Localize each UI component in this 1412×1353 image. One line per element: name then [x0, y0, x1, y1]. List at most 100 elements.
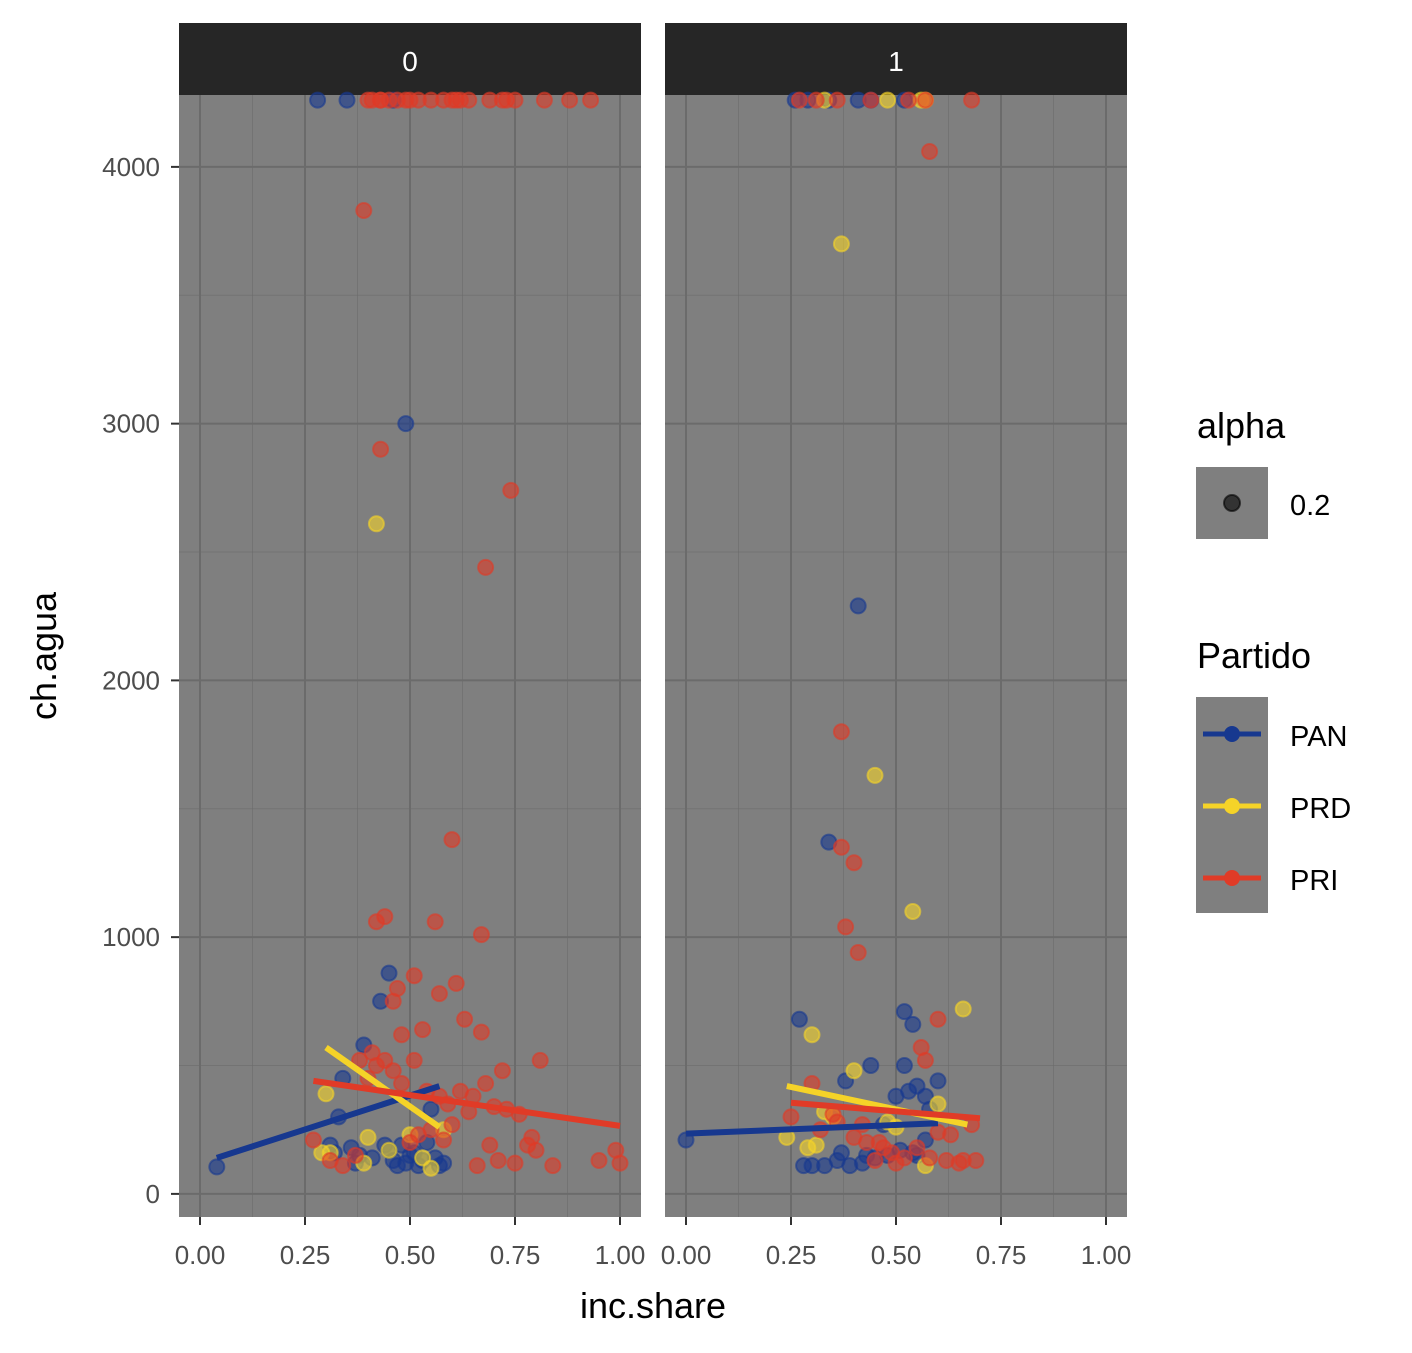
- facet-strip-1: [665, 23, 1127, 95]
- data-point-pri: [477, 1075, 495, 1092]
- facet-strip-label: 0: [402, 46, 418, 77]
- x-tick-label: 1.00: [595, 1240, 646, 1270]
- data-point-pri: [845, 854, 863, 872]
- y-tick-label: 1000: [102, 922, 160, 952]
- data-point-pri: [858, 1134, 876, 1151]
- x-tick-label: 0.00: [661, 1240, 712, 1270]
- x-tick-label: 0.50: [871, 1240, 922, 1270]
- data-point-pri: [519, 1136, 537, 1154]
- data-point-pri: [807, 91, 825, 109]
- data-point-pri: [384, 992, 402, 1010]
- data-point-pan: [380, 964, 398, 982]
- fit-line-pan: [685, 1120, 939, 1137]
- data-point-prd: [866, 766, 884, 784]
- data-point-pan: [208, 1158, 226, 1176]
- data-point-pri: [443, 1116, 461, 1134]
- y-tick-label: 0: [146, 1179, 160, 1209]
- data-point-pan: [895, 1003, 913, 1021]
- data-point-pan: [388, 1157, 406, 1175]
- y-axis-title: ch.agua: [23, 591, 64, 720]
- fit-line-pri: [790, 1099, 981, 1122]
- data-point-prd: [380, 1141, 398, 1159]
- data-point-pri: [900, 91, 918, 109]
- data-point-pri: [443, 831, 461, 849]
- data-point-pri: [355, 202, 373, 219]
- x-tick-label: 0.25: [766, 1240, 817, 1270]
- data-point-pri: [963, 91, 981, 109]
- data-point-pri: [921, 143, 939, 160]
- data-point-pri: [405, 967, 423, 985]
- data-point-pri: [334, 1157, 352, 1175]
- data-point-prd: [904, 903, 922, 920]
- y-tick-label: 3000: [102, 409, 160, 439]
- data-point-pri: [849, 944, 867, 961]
- data-point-pri: [607, 1141, 625, 1159]
- data-point-pri: [921, 1149, 939, 1167]
- data-point-pan: [895, 1057, 913, 1074]
- data-point-pan: [849, 597, 867, 615]
- data-point-pan: [309, 91, 327, 109]
- axes-layer: 0.00 0.25 0.50 0.75 1.00 0.00 0.25 0.50 0.75 1.00…: [102, 152, 1131, 1270]
- data-point-pri: [489, 1152, 507, 1169]
- data-point-pri: [372, 440, 390, 458]
- data-point-pri: [561, 91, 579, 109]
- data-point-pri: [832, 723, 850, 741]
- data-point-pri: [376, 908, 394, 926]
- data-point-pri: [472, 1023, 490, 1041]
- legend-alpha-label: 0.2: [1290, 490, 1330, 522]
- legend-pan-label: PAN: [1290, 721, 1347, 753]
- legend-alpha: alpha 0.2: [1196, 405, 1330, 539]
- data-point-pri: [790, 91, 808, 109]
- legend-partido: Partido PAN PRD PRI: [1196, 635, 1351, 913]
- data-point-pri: [832, 838, 850, 856]
- legend-item-pri: PRI: [1203, 865, 1338, 897]
- data-point-pri: [346, 1146, 364, 1164]
- data-point-pan: [790, 1010, 808, 1028]
- data-point-prd: [807, 1136, 825, 1154]
- data-point-prd: [803, 1026, 821, 1044]
- data-point-pri: [837, 918, 855, 936]
- data-point-prd: [929, 1095, 947, 1113]
- y-tick-label: 2000: [102, 665, 160, 695]
- legend-pri-point: [1224, 870, 1240, 886]
- data-point-prd: [954, 1000, 972, 1018]
- x-tick-label: 0.75: [976, 1240, 1027, 1270]
- data-point-pri: [502, 481, 520, 499]
- data-point-pri: [414, 1021, 432, 1039]
- data-point-pri: [929, 1010, 947, 1028]
- legend-pri-label: PRI: [1290, 865, 1338, 897]
- facet-panel-1: 1: [665, 23, 1127, 1217]
- legend-alpha-point: [1223, 494, 1241, 512]
- data-point-pan: [904, 1015, 922, 1033]
- x-tick-label: 0.50: [385, 1240, 436, 1270]
- facet-panel-0: 0: [179, 23, 641, 1217]
- fit-line-prd: [324, 1045, 442, 1130]
- data-point-pri: [447, 974, 465, 992]
- data-point-pan: [832, 1144, 850, 1162]
- legend-pan-point: [1224, 726, 1240, 742]
- data-point-prd: [832, 235, 850, 253]
- data-point-pri: [544, 1157, 562, 1175]
- data-point-prd: [359, 1128, 377, 1146]
- data-point-pri: [916, 91, 934, 109]
- data-point-pri: [862, 91, 880, 109]
- data-point-pri: [393, 1075, 411, 1092]
- data-point-pri: [472, 926, 490, 944]
- legend-item-pan: PAN: [1203, 721, 1347, 753]
- data-point-pri: [426, 913, 444, 931]
- data-point-pri: [535, 91, 553, 109]
- data-point-pri: [460, 91, 478, 109]
- legend-partido-title: Partido: [1197, 635, 1311, 676]
- data-point-pri: [393, 1026, 411, 1044]
- data-point-pri: [866, 1152, 884, 1169]
- legend-prd-label: PRD: [1290, 793, 1351, 825]
- fit-line-prd: [786, 1083, 969, 1128]
- data-point-pan: [422, 1100, 440, 1118]
- data-point-pri: [828, 91, 846, 109]
- data-point-pri: [304, 1131, 322, 1149]
- x-tick-label: 0.25: [280, 1240, 331, 1270]
- data-point-pri: [493, 1062, 511, 1080]
- data-point-pri: [481, 1136, 499, 1154]
